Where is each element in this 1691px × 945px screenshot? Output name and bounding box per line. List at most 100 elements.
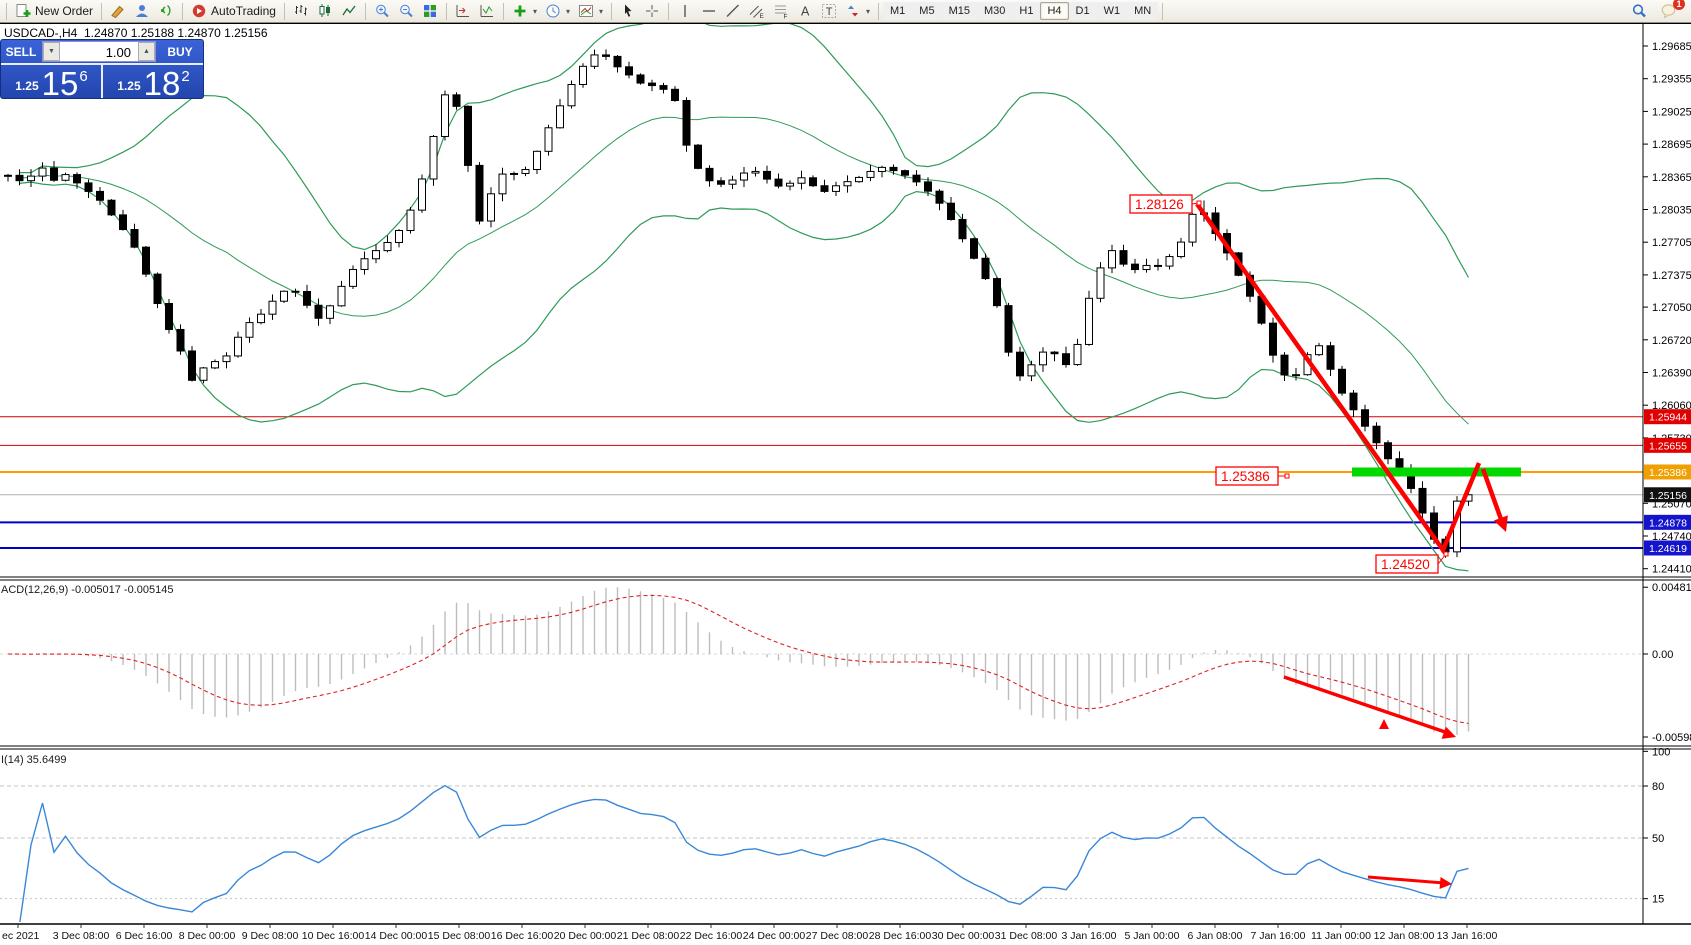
- candle-body: [717, 180, 725, 185]
- price-badge: 1.25386: [1644, 464, 1691, 480]
- time-axis-label[interactable]: 31 Dec 08:00: [995, 930, 1058, 942]
- signals-button[interactable]: [154, 1, 178, 21]
- line-chart-button[interactable]: [337, 1, 361, 21]
- time-axis-label[interactable]: 6 Jan 08:00: [1188, 930, 1243, 942]
- time-axis-label[interactable]: 9 Dec 08:00: [242, 930, 299, 942]
- price-annotation-label[interactable]: 1.24520: [1375, 551, 1449, 574]
- time-axis-label[interactable]: 24 Dec 00:00: [743, 930, 806, 942]
- volume-stepper[interactable]: ▼ 1.00 ▲: [42, 41, 156, 62]
- annotation-box: [1375, 554, 1439, 574]
- svg-text:T: T: [826, 6, 833, 18]
- timeframe-w1[interactable]: W1: [1096, 2, 1128, 20]
- time-axis-label[interactable]: ec 2021: [2, 930, 40, 942]
- auto-scroll-button[interactable]: [475, 1, 499, 21]
- volume-decrease-button[interactable]: ▼: [43, 42, 60, 61]
- price-badge-bg: [1644, 540, 1691, 556]
- timeframe-m30[interactable]: M30: [976, 2, 1013, 20]
- timeframe-mn[interactable]: MN: [1127, 2, 1159, 20]
- price-pane[interactable]: [0, 19, 1643, 572]
- candle-body: [981, 257, 990, 280]
- arrows-button[interactable]: ▾: [841, 1, 874, 21]
- macd-up-caret[interactable]: [1379, 719, 1389, 729]
- zoom-in-button[interactable]: [370, 1, 394, 21]
- trendline-button[interactable]: [721, 1, 745, 21]
- buy-button[interactable]: BUY: [157, 40, 203, 63]
- zoom-out-button[interactable]: [394, 1, 418, 21]
- time-axis-label[interactable]: 14 Dec 00:00: [365, 930, 428, 942]
- crayon-button[interactable]: [106, 1, 130, 21]
- time-axis-label[interactable]: 13 Jan 16:00: [1437, 930, 1498, 942]
- text-label-button[interactable]: T: [817, 1, 841, 21]
- time-axis-label[interactable]: 10 Dec 16:00: [302, 930, 365, 942]
- autotrading-button[interactable]: AutoTrading: [187, 1, 280, 21]
- horizontal-line-icon: [701, 3, 717, 19]
- time-axis-label[interactable]: 16 Dec 16:00: [491, 930, 554, 942]
- time-axis-label[interactable]: 3 Dec 08:00: [53, 930, 110, 942]
- time-axis-label[interactable]: 27 Dec 08:00: [806, 930, 869, 942]
- timeframe-m5[interactable]: M5: [912, 2, 942, 20]
- timeframe-m1[interactable]: M1: [883, 2, 913, 20]
- search-button[interactable]: [1627, 1, 1651, 21]
- time-axis-label[interactable]: 8 Dec 00:00: [179, 930, 236, 942]
- cursor-button[interactable]: [616, 1, 640, 21]
- time-axis-label[interactable]: 3 Jan 16:00: [1062, 930, 1117, 942]
- time-axis-label[interactable]: 7 Jan 16:00: [1251, 930, 1306, 942]
- time-axis-label[interactable]: 12 Jan 08:00: [1374, 930, 1435, 942]
- buy-price[interactable]: 1.25 18 2: [117, 64, 190, 99]
- time-axis-label[interactable]: 21 Dec 08:00: [617, 930, 680, 942]
- candle-body: [142, 246, 150, 275]
- candle-body: [682, 99, 691, 146]
- candle-body: [222, 355, 231, 363]
- time-axis-label[interactable]: 15 Dec 08:00: [428, 930, 491, 942]
- macd-axis-tick-label: 0.00: [1652, 649, 1673, 661]
- time-axis-label[interactable]: 22 Dec 16:00: [680, 930, 743, 942]
- macd-pane[interactable]: [0, 587, 1643, 739]
- time-axis-label[interactable]: 30 Dec 00:00: [932, 930, 995, 942]
- volume-increase-button[interactable]: ▲: [138, 42, 155, 61]
- time-axis-label[interactable]: 6 Dec 16:00: [116, 930, 173, 942]
- price-annotation-label[interactable]: 1.25386: [1215, 466, 1290, 486]
- price-badge-text: 1.25655: [1649, 440, 1687, 452]
- bar-chart-button[interactable]: [289, 1, 313, 21]
- periods-button[interactable]: ▾: [541, 1, 574, 21]
- time-axis-label[interactable]: 20 Dec 00:00: [554, 930, 617, 942]
- expert-advisor-button[interactable]: [130, 1, 154, 21]
- sell-price[interactable]: 1.25 15 6: [1, 65, 103, 98]
- crosshair-button[interactable]: [640, 1, 664, 21]
- text-button[interactable]: A: [793, 1, 817, 21]
- indicators-button[interactable]: ▾: [508, 1, 541, 21]
- candle-body: [96, 190, 104, 201]
- candlestick-chart-button[interactable]: [313, 1, 337, 21]
- toolbar-separator: [283, 2, 285, 20]
- candle-body: [556, 105, 564, 129]
- volume-value[interactable]: 1.00: [105, 45, 131, 60]
- time-axis-label[interactable]: 11 Jan 00:00: [1311, 930, 1371, 942]
- vertical-line-button[interactable]: [673, 1, 697, 21]
- notifications-button[interactable]: 1: [1657, 0, 1685, 21]
- time-axis-label[interactable]: 28 Dec 16:00: [869, 930, 932, 942]
- timeframe-h1[interactable]: H1: [1012, 2, 1041, 20]
- timeframe-h4[interactable]: H4: [1040, 2, 1069, 20]
- rsi-pane[interactable]: [0, 784, 1643, 925]
- sell-button[interactable]: SELL: [1, 40, 41, 63]
- tile-windows-button[interactable]: [418, 1, 442, 21]
- chart-shift-button[interactable]: [451, 1, 475, 21]
- candle-body: [452, 94, 461, 107]
- candle-body: [1361, 409, 1369, 427]
- horizontal-line-button[interactable]: [697, 1, 721, 21]
- candle-body: [38, 167, 47, 177]
- price-annotation-label[interactable]: 1.28126: [1129, 194, 1202, 214]
- fibonacci-button[interactable]: F: [769, 1, 793, 21]
- cursor-icon: [620, 3, 636, 19]
- price-badge-text: 1.25386: [1649, 467, 1687, 479]
- annotation-text: 1.24520: [1381, 557, 1430, 572]
- support-zone-highlight[interactable]: [1352, 467, 1521, 477]
- time-axis-label[interactable]: 5 Jan 00:00: [1125, 930, 1180, 942]
- channel-button[interactable]: E: [745, 1, 769, 21]
- timeframe-m15[interactable]: M15: [941, 2, 977, 20]
- new-order-button[interactable]: New Order: [11, 1, 97, 21]
- toolbar-separator: [445, 2, 447, 20]
- timeframe-d1[interactable]: D1: [1068, 2, 1097, 20]
- template-button[interactable]: ▾: [574, 1, 607, 21]
